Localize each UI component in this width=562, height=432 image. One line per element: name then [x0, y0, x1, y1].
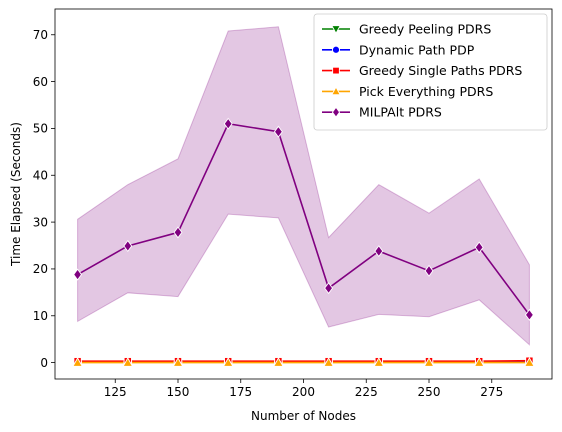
- data-point: [73, 268, 83, 281]
- legend-marker: [331, 106, 341, 118]
- x-tick-label: 150: [167, 385, 190, 399]
- data-point: [222, 357, 234, 367]
- y-tick-label: 10: [33, 309, 48, 323]
- data-point: [424, 264, 434, 277]
- data-point: [524, 357, 535, 367]
- legend-label: Dynamic Path PDP: [359, 42, 475, 57]
- y-axis-label: Time Elapsed (Seconds): [9, 122, 23, 267]
- x-tick-label: 250: [418, 385, 441, 399]
- legend-marker: [331, 25, 341, 35]
- legend-label: Greedy Peeling PDRS: [359, 22, 491, 37]
- x-tick-label: 125: [104, 385, 127, 399]
- legend-marker: [331, 86, 341, 96]
- x-axis-label: Number of Nodes: [251, 409, 356, 423]
- data-point: [72, 357, 83, 367]
- x-axis-ticks: 125 150 175 200 225 250 275: [104, 379, 503, 399]
- x-tick-label: 175: [229, 385, 252, 399]
- y-tick-label: 60: [33, 75, 48, 89]
- y-tick-label: 20: [33, 262, 48, 276]
- data-point: [172, 357, 184, 367]
- y-tick-label: 0: [40, 356, 48, 370]
- legend-box: [313, 13, 548, 131]
- legend-marker: [332, 66, 340, 75]
- y-axis-ticks: 0 10 20 30 40 50 60 70: [33, 28, 55, 370]
- data-point: [273, 357, 284, 367]
- data-point: [122, 357, 134, 367]
- data-point: [173, 226, 183, 239]
- legend-label: MILPAlt PDRS: [359, 105, 442, 120]
- data-point: [423, 357, 435, 367]
- data-point: [473, 357, 485, 367]
- data-point: [374, 245, 384, 258]
- x-tick-label: 200: [292, 385, 315, 399]
- y-tick-label: 50: [33, 122, 48, 136]
- data-point: [273, 125, 283, 138]
- legend: Greedy Peeling PDRS Dynamic Path PDP Greed…: [313, 13, 548, 131]
- series-lines: [77, 122, 531, 364]
- x-tick-label: 225: [355, 385, 378, 399]
- data-point: [324, 282, 334, 295]
- legend-label: Pick Everything PDRS: [359, 84, 493, 99]
- y-tick-label: 30: [33, 215, 48, 229]
- data-point: [223, 117, 233, 130]
- data-point: [373, 357, 385, 367]
- x-tick-label: 275: [480, 385, 503, 399]
- data-point: [524, 308, 534, 321]
- series-markers: [72, 117, 535, 368]
- data-point: [123, 239, 133, 253]
- legend-label: Greedy Single Paths PDRS: [359, 63, 522, 78]
- legend-marker: [331, 45, 341, 54]
- y-tick-label: 70: [33, 28, 48, 42]
- y-tick-label: 40: [33, 168, 48, 182]
- data-point: [474, 241, 484, 254]
- series-line: [77, 122, 531, 316]
- data-point: [323, 357, 334, 367]
